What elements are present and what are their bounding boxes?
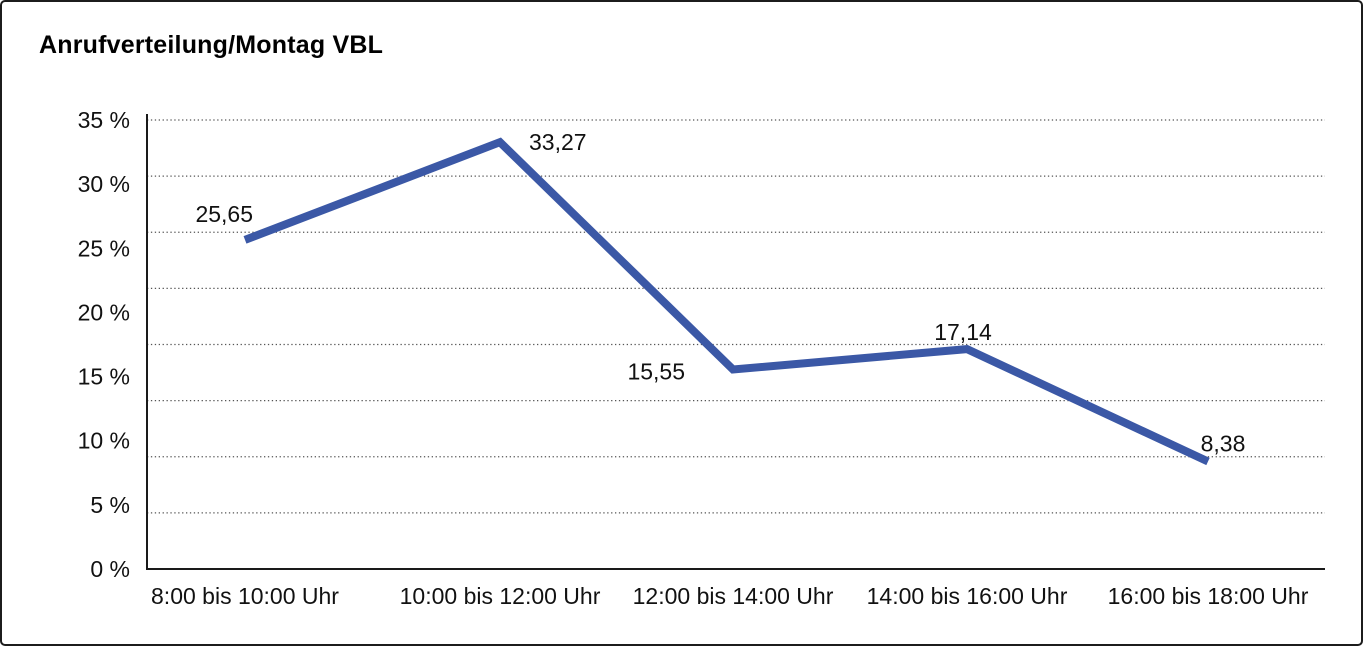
data-series-line: [243, 137, 1210, 466]
x-tick-label: 16:00 bis 18:00 Uhr: [1108, 583, 1309, 609]
chart-title: Anrufverteilung/Montag VBL: [39, 31, 384, 59]
x-tick-label: 12:00 bis 14:00 Uhr: [633, 583, 834, 609]
data-point-label: 25,65: [195, 201, 253, 227]
y-tick-label: 10 %: [78, 428, 130, 454]
x-tick-label: 14:00 bis 16:00 Uhr: [867, 583, 1068, 609]
y-tick-label: 20 %: [78, 299, 130, 325]
data-point-label: 8,38: [1201, 430, 1246, 456]
data-point-label: 17,14: [934, 319, 992, 345]
data-point-label: 33,27: [529, 129, 587, 155]
y-tick-label: 25 %: [78, 235, 130, 261]
y-tick-label: 5 %: [90, 492, 130, 518]
x-tick-label: 8:00 bis 10:00 Uhr: [151, 583, 339, 609]
y-tick-label: 35 %: [78, 107, 130, 133]
x-tick-label: 10:00 bis 12:00 Uhr: [400, 583, 601, 609]
y-tick-label: 15 %: [78, 364, 130, 390]
y-tick-label: 0 %: [90, 556, 130, 582]
data-point-label: 15,55: [627, 359, 685, 385]
y-tick-label: 30 %: [78, 171, 130, 197]
